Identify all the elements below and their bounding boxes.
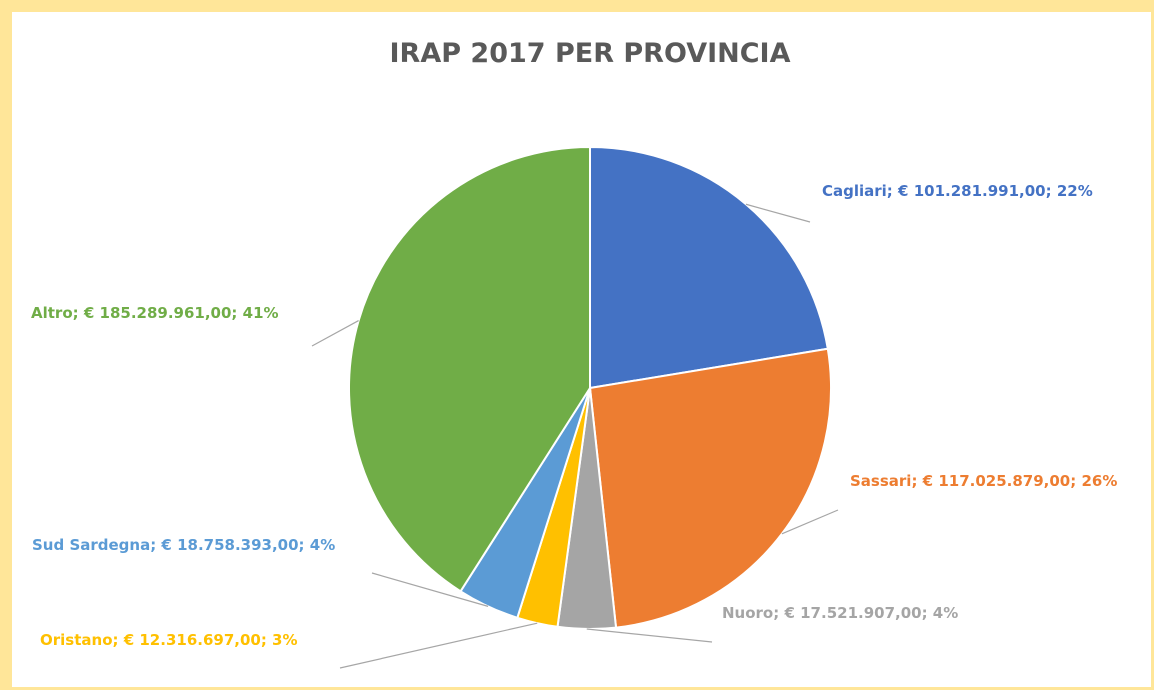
data-label-sassari: Sassari; € 117.025.879,00; 26% [850, 472, 1117, 490]
data-label-oristano: Oristano; € 12.316.697,00; 3% [40, 631, 298, 649]
data-label-cagliari: Cagliari; € 101.281.991,00; 22% [822, 182, 1093, 200]
pie-slice-cagliari [589, 145, 829, 390]
leader-line-sud-sardegna [371, 572, 489, 607]
leader-line-sassari [781, 509, 839, 535]
data-label-sud-sardegna: Sud Sardegna; € 18.758.393,00; 4% [32, 536, 335, 554]
leader-line-cagliari [745, 203, 811, 223]
data-label-nuoro: Nuoro; € 17.521.907,00; 4% [722, 604, 958, 622]
leader-line-oristano [339, 622, 538, 669]
data-label-altro: Altro; € 185.289.961,00; 41% [31, 304, 279, 322]
leader-line-altro [311, 320, 359, 347]
chart-title: IRAP 2017 PER PROVINCIA [389, 38, 791, 69]
leader-line-nuoro [586, 628, 713, 643]
pie-slice-sassari [588, 347, 832, 629]
